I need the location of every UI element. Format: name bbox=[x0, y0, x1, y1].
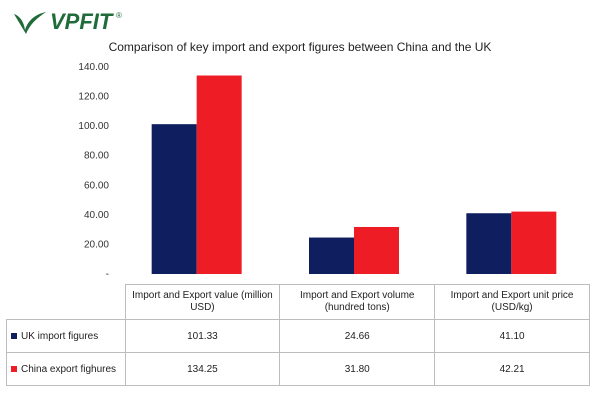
table-cell: 101.33 bbox=[124, 319, 281, 353]
legend-label: UK import figures bbox=[21, 330, 99, 342]
y-tick-label: 60.00 bbox=[84, 180, 109, 191]
bar-china-export bbox=[354, 226, 399, 274]
y-tick-label: - bbox=[106, 269, 109, 280]
vpfit-logo: VPFIT ® bbox=[14, 9, 122, 34]
table-cell: 42.21 bbox=[434, 352, 590, 386]
table-corner bbox=[6, 284, 126, 320]
bars bbox=[151, 75, 557, 274]
chart-title: Comparison of key import and export figu… bbox=[108, 40, 492, 54]
legend-swatch bbox=[11, 365, 17, 372]
legend-cell: China export fighures bbox=[6, 352, 126, 386]
bar-uk-import bbox=[466, 213, 512, 274]
table-cell: 24.66 bbox=[279, 319, 436, 353]
logo-text: VPFIT bbox=[50, 9, 114, 34]
table-header-cell: Import and Export value (million USD) bbox=[124, 284, 281, 320]
table-row: China export fighures 134.25 31.80 42.21 bbox=[6, 352, 590, 386]
y-tick-label: 140.00 bbox=[78, 62, 109, 73]
bar-china-export bbox=[196, 75, 242, 274]
y-tick-label: 20.00 bbox=[84, 239, 109, 250]
y-axis: - 20.00 40.00 60.00 80.00 100.00 120.00 140.00 bbox=[78, 62, 109, 280]
y-tick-label: 40.00 bbox=[84, 210, 109, 221]
table-cell: 41.10 bbox=[434, 319, 590, 353]
table-cell: 134.25 bbox=[124, 352, 281, 386]
y-tick-label: 120.00 bbox=[78, 92, 109, 103]
legend-label: China export fighures bbox=[21, 363, 117, 375]
table-header-row: Import and Export value (million USD) Imp… bbox=[6, 284, 590, 320]
bar-uk-import bbox=[309, 237, 354, 274]
y-tick-label: 80.00 bbox=[84, 151, 109, 162]
table-row: UK import figures 101.33 24.66 41.10 bbox=[6, 319, 590, 353]
y-tick-label: 100.00 bbox=[78, 121, 109, 132]
table-header-cell: Import and Export volume (hundred tons) bbox=[279, 284, 436, 320]
legend-swatch bbox=[11, 332, 17, 339]
leaf-icon bbox=[14, 12, 46, 34]
table-header-cell: Import and Export unit price (USD/kg) bbox=[434, 284, 590, 320]
table-cell: 31.80 bbox=[279, 352, 436, 386]
bar-china-export bbox=[511, 211, 557, 274]
data-table: Import and Export value (million USD) Imp… bbox=[6, 284, 590, 386]
legend-cell: UK import figures bbox=[6, 319, 126, 353]
bar-uk-import bbox=[151, 124, 197, 274]
registered-mark: ® bbox=[116, 11, 122, 20]
